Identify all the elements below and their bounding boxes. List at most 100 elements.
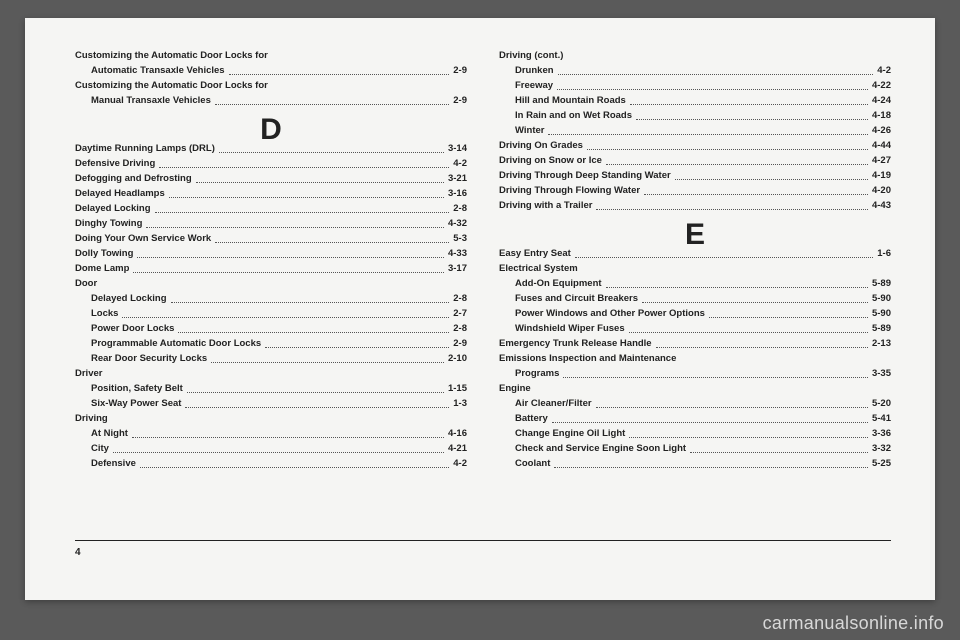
index-label: Driver: [75, 366, 102, 381]
index-page-ref: 5-90: [872, 291, 891, 306]
index-label: Defensive Driving: [75, 156, 155, 171]
index-label: Programmable Automatic Door Locks: [91, 336, 261, 351]
index-label: Drunken: [515, 63, 554, 78]
index-label: Defensive: [91, 456, 136, 471]
index-label: In Rain and on Wet Roads: [515, 108, 632, 123]
index-entry: Driving on Snow or Ice 4-27: [499, 153, 891, 168]
index-label: Freeway: [515, 78, 553, 93]
leader-dots: [606, 153, 868, 165]
index-label: Position, Safety Belt: [91, 381, 183, 396]
index-label: Easy Entry Seat: [499, 246, 571, 261]
index-heading: Electrical System: [499, 261, 891, 276]
index-page-ref: 3-32: [872, 441, 891, 456]
index-page-ref: 1-15: [448, 381, 467, 396]
leader-dots: [132, 426, 444, 438]
index-entry: Drunken4-2: [499, 63, 891, 78]
footer-rule: [75, 540, 891, 541]
leader-dots: [211, 351, 444, 363]
index-label: Programs: [515, 366, 559, 381]
index-page-ref: 4-21: [448, 441, 467, 456]
leader-dots: [587, 138, 868, 150]
index-page-ref: 2-10: [448, 351, 467, 366]
index-label: Driving on Snow or Ice: [499, 153, 602, 168]
leader-dots: [171, 291, 450, 303]
index-entry: Emergency Trunk Release Handle2-13: [499, 336, 891, 351]
index-page-ref: 4-44: [872, 138, 891, 153]
index-heading: Customizing the Automatic Door Locks for: [75, 78, 467, 93]
index-page-ref: 2-7: [453, 306, 467, 321]
index-label: Driving Through Flowing Water: [499, 183, 640, 198]
index-label: Power Door Locks: [91, 321, 174, 336]
index-label: Driving (cont.): [499, 48, 563, 63]
leader-dots: [644, 183, 868, 195]
index-entry: Easy Entry Seat1-6: [499, 246, 891, 261]
index-label: Delayed Locking: [75, 201, 151, 216]
index-label: Windshield Wiper Fuses: [515, 321, 625, 336]
index-label: Air Cleaner/Filter: [515, 396, 592, 411]
section-letter: D: [75, 122, 467, 137]
index-entry: Driving with a Trailer4-43: [499, 198, 891, 213]
leader-dots: [215, 93, 449, 105]
index-page-ref: 2-9: [453, 336, 467, 351]
index-entry: Check and Service Engine Soon Light3-32: [499, 441, 891, 456]
leader-dots: [229, 63, 450, 75]
index-entry: Coolant5-25: [499, 456, 891, 471]
index-entry: Defensive Driving4-2: [75, 156, 467, 171]
index-entry: In Rain and on Wet Roads4-18: [499, 108, 891, 123]
page-number: 4: [75, 547, 891, 558]
index-page-ref: 2-8: [453, 291, 467, 306]
leader-dots: [629, 426, 868, 438]
index-label: Driving On Grades: [499, 138, 583, 153]
leader-dots: [690, 441, 868, 453]
leader-dots: [554, 456, 868, 468]
index-page-ref: 3-17: [448, 261, 467, 276]
index-page-ref: 5-89: [872, 321, 891, 336]
index-page-ref: 4-2: [453, 456, 467, 471]
index-entry: Programmable Automatic Door Locks 2-9: [75, 336, 467, 351]
index-entry: Change Engine Oil Light3-36: [499, 426, 891, 441]
index-page-ref: 3-14: [448, 141, 467, 156]
index-label: City: [91, 441, 109, 456]
index-entry: Battery5-41: [499, 411, 891, 426]
index-label: Doing Your Own Service Work: [75, 231, 211, 246]
leader-dots: [133, 261, 444, 273]
leader-dots: [122, 306, 449, 318]
index-label: Dome Lamp: [75, 261, 129, 276]
leader-dots: [642, 291, 868, 303]
leader-dots: [596, 198, 868, 210]
index-label: Six-Way Power Seat: [91, 396, 181, 411]
leader-dots: [219, 141, 444, 153]
leader-dots: [137, 246, 444, 258]
index-page-ref: 5-89: [872, 276, 891, 291]
section-letter: E: [499, 227, 891, 242]
index-entry: Power Door Locks2-8: [75, 321, 467, 336]
right-column: Driving (cont.)Drunken4-2Freeway4-22Hill…: [499, 48, 891, 540]
index-entry: Programs3-35: [499, 366, 891, 381]
index-label: Hill and Mountain Roads: [515, 93, 626, 108]
index-heading: Driving (cont.): [499, 48, 891, 63]
index-heading: Driving: [75, 411, 467, 426]
index-entry: Dome Lamp 3-17: [75, 261, 467, 276]
index-label: Coolant: [515, 456, 550, 471]
index-entry: Hill and Mountain Roads4-24: [499, 93, 891, 108]
index-label: Add-On Equipment: [515, 276, 602, 291]
index-entry: Delayed Locking2-8: [75, 201, 467, 216]
index-page-ref: 4-20: [872, 183, 891, 198]
leader-dots: [636, 108, 868, 120]
index-label: Delayed Headlamps: [75, 186, 165, 201]
leader-dots: [155, 201, 450, 213]
index-page-ref: 2-9: [453, 93, 467, 108]
leader-dots: [606, 276, 868, 288]
leader-dots: [185, 396, 449, 408]
index-page-ref: 4-27: [872, 153, 891, 168]
index-label: Customizing the Automatic Door Locks for: [75, 48, 268, 63]
index-label: Change Engine Oil Light: [515, 426, 625, 441]
index-label: Dinghy Towing: [75, 216, 142, 231]
index-page-ref: 4-33: [448, 246, 467, 261]
index-label: Driving: [75, 411, 108, 426]
page-content: Customizing the Automatic Door Locks for…: [25, 18, 935, 600]
index-entry: Windshield Wiper Fuses 5-89: [499, 321, 891, 336]
watermark: carmanualsonline.info: [763, 613, 944, 634]
index-heading: Driver: [75, 366, 467, 381]
leader-dots: [169, 186, 444, 198]
